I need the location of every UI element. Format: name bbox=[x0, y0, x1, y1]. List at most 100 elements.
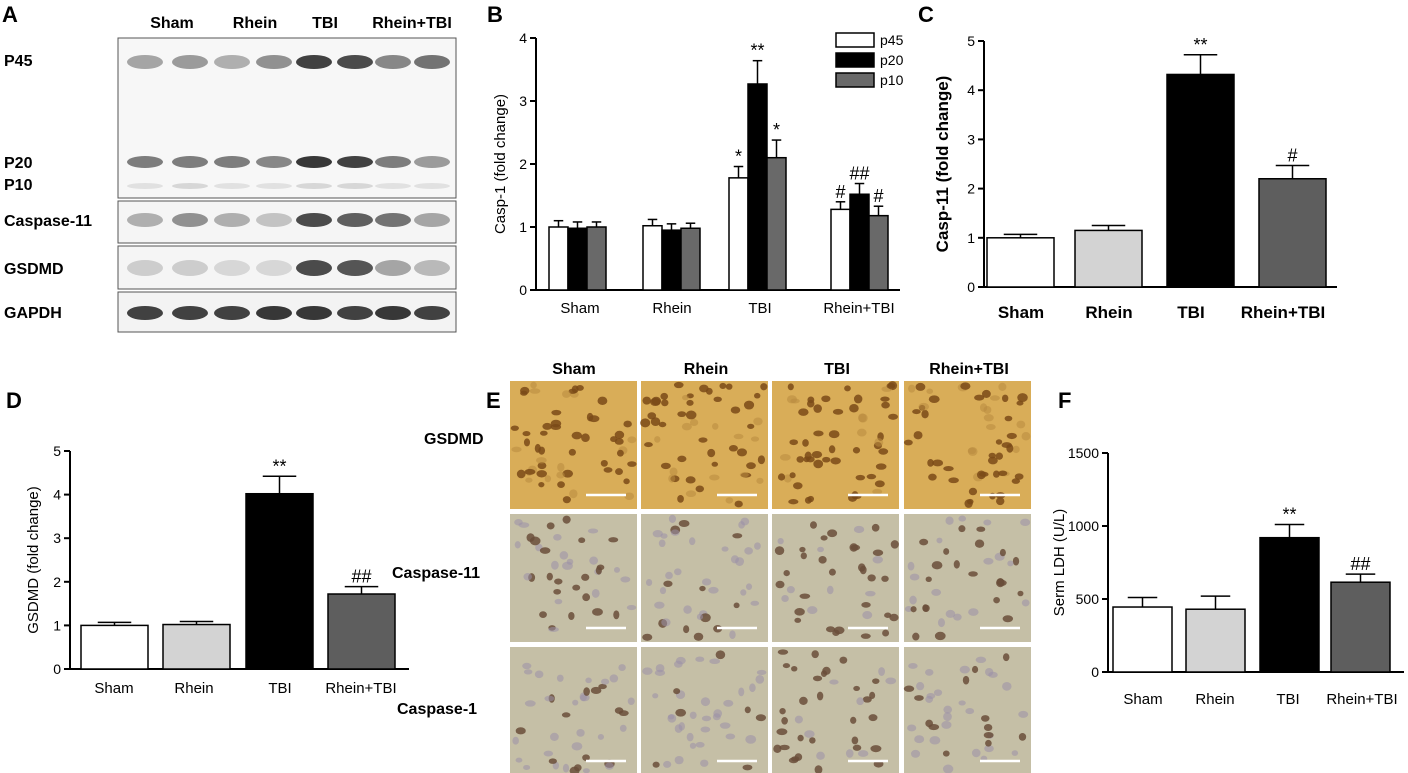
ihc-cell bbox=[998, 470, 1008, 477]
significance-mark: # bbox=[1287, 145, 1297, 165]
ihc-cell bbox=[642, 396, 652, 405]
blot-group-rhein-tbi: Rhein+TBI bbox=[372, 15, 452, 32]
ihc-cell bbox=[832, 408, 844, 415]
ihc-cell bbox=[783, 474, 792, 483]
ihc-cell bbox=[885, 677, 897, 685]
ihc-cell bbox=[1002, 615, 1014, 623]
ihc-cell bbox=[571, 385, 579, 394]
ihc-cell bbox=[682, 394, 689, 401]
ihc-cell bbox=[562, 496, 571, 504]
ihc-cell bbox=[790, 398, 800, 404]
ihc-cell bbox=[880, 396, 890, 402]
ihc-col-rhein: Rhein bbox=[684, 361, 728, 378]
ihc-cell bbox=[872, 488, 883, 495]
ihc-cell bbox=[529, 388, 541, 394]
ihc-cell bbox=[865, 590, 876, 597]
y-tick-label: 4 bbox=[53, 487, 61, 503]
ihc-cell bbox=[652, 530, 663, 538]
ihc-cell bbox=[700, 613, 711, 623]
ihc-cell bbox=[695, 485, 705, 493]
ihc-cell bbox=[844, 385, 851, 392]
ihc-cell bbox=[788, 499, 799, 505]
significance-mark: ** bbox=[1282, 505, 1296, 525]
ihc-cell bbox=[614, 430, 625, 439]
ihc-cell bbox=[658, 539, 666, 548]
ihc-cell bbox=[974, 394, 985, 401]
ihc-cell bbox=[592, 608, 603, 616]
ihc-cell bbox=[553, 534, 562, 541]
y-axis-label: Casp-1 (fold change) bbox=[492, 94, 509, 234]
ihc-cell bbox=[878, 448, 889, 455]
blot-label-gapdh: GAPDH bbox=[4, 305, 62, 322]
ihc-cell bbox=[677, 411, 687, 418]
ihc-tile bbox=[904, 514, 1031, 642]
ihc-cell bbox=[654, 669, 666, 676]
ihc-cell bbox=[661, 618, 671, 627]
y-tick-label: 3 bbox=[53, 530, 61, 546]
significance-mark: ** bbox=[272, 456, 286, 476]
ihc-cell bbox=[586, 412, 594, 422]
ihc-cell bbox=[804, 730, 815, 738]
ihc-cell bbox=[557, 481, 565, 488]
ihc-cell bbox=[685, 490, 697, 498]
ihc-col-rhein-tbi: Rhein+TBI bbox=[929, 361, 1009, 378]
ihc-cell bbox=[730, 555, 739, 564]
ihc-cell bbox=[562, 515, 571, 524]
ihc-cell bbox=[661, 399, 669, 407]
bar bbox=[1166, 73, 1235, 288]
ihc-cell bbox=[958, 525, 966, 533]
p20-band bbox=[127, 156, 163, 168]
ihc-cell bbox=[523, 669, 533, 675]
ihc-cell bbox=[889, 613, 899, 622]
ihc-cell bbox=[999, 548, 1006, 557]
ihc-cell bbox=[806, 399, 815, 408]
ihc-cell bbox=[988, 671, 998, 678]
ihc-cell bbox=[773, 744, 782, 754]
ihc-cell bbox=[958, 700, 966, 706]
ihc-cell bbox=[647, 412, 657, 420]
ihc-cell bbox=[995, 439, 1003, 445]
ihc-cell bbox=[616, 449, 624, 457]
y-tick-label: 1 bbox=[967, 230, 975, 246]
ihc-cell bbox=[827, 529, 838, 538]
ihc-cell bbox=[554, 598, 563, 605]
ihc-cell bbox=[910, 606, 917, 613]
ihc-cell bbox=[807, 606, 818, 615]
p45-band bbox=[256, 55, 292, 69]
ihc-cell bbox=[1021, 432, 1031, 441]
bar bbox=[1074, 229, 1143, 288]
ihc-cell bbox=[518, 522, 530, 528]
ihc-cell bbox=[816, 751, 825, 760]
y-tick-label: 0 bbox=[53, 661, 61, 677]
ihc-cell bbox=[642, 667, 653, 675]
ihc-cell bbox=[757, 455, 766, 465]
ihc-cell bbox=[850, 716, 857, 724]
ihc-cell bbox=[669, 467, 678, 476]
p45-band bbox=[337, 55, 373, 69]
blot-label-caspase11: Caspase-11 bbox=[4, 213, 92, 230]
bar bbox=[728, 177, 749, 291]
ihc-cell bbox=[931, 588, 942, 596]
ihc-cell bbox=[996, 497, 1005, 506]
ihc-cell bbox=[654, 436, 661, 443]
ihc-cell bbox=[967, 446, 978, 456]
ihc-cell bbox=[678, 722, 686, 731]
ihc-image-grid bbox=[510, 381, 1031, 773]
ihc-cell bbox=[1011, 478, 1021, 484]
ihc-cell bbox=[556, 674, 564, 682]
ihc-cell bbox=[568, 448, 576, 456]
ihc-cell bbox=[987, 456, 998, 465]
ihc-cell bbox=[926, 388, 934, 394]
bar bbox=[1185, 608, 1246, 673]
ihc-cell bbox=[903, 439, 913, 446]
ihc-cell bbox=[627, 461, 637, 467]
ihc-cell bbox=[554, 578, 563, 585]
ihc-cell bbox=[968, 608, 979, 616]
bar bbox=[162, 623, 231, 670]
ihc-cell bbox=[740, 589, 747, 596]
ihc-cell bbox=[665, 571, 673, 580]
ihc-cell bbox=[936, 537, 943, 544]
p10-band bbox=[256, 183, 292, 189]
ihc-cell bbox=[1006, 443, 1014, 453]
ihc-cell bbox=[585, 677, 592, 684]
